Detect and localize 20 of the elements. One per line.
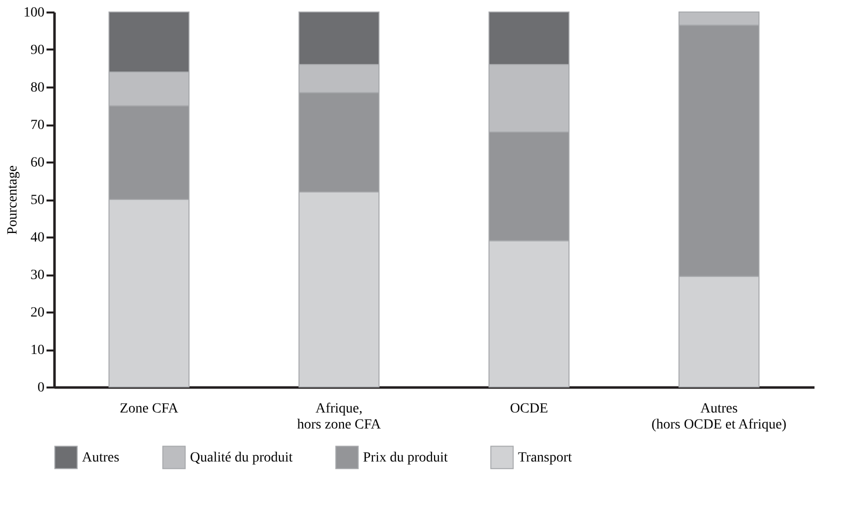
y-tick-label: 30	[30, 268, 44, 283]
x-tick-label: OCDE	[510, 402, 548, 416]
legend-label: Qualité du produit	[190, 450, 293, 466]
x-tick-label: Zone CFA	[120, 402, 180, 416]
y-tick-label: 70	[30, 118, 44, 133]
legend-label: Autres	[82, 450, 120, 466]
y-tick-label: 0	[38, 380, 44, 396]
y-tick-label: 50	[30, 193, 44, 208]
y-tick-label: 60	[30, 156, 44, 170]
y-tick-label: 100	[24, 6, 44, 20]
y-tick-label: 80	[30, 80, 44, 96]
y-tick-label: 40	[30, 230, 44, 246]
y-tick-label: 90	[30, 43, 44, 58]
x-tick-label: Afrique, hors zone CFA	[297, 402, 382, 432]
legend-label: Prix du produit	[363, 450, 448, 466]
legend-label: Transport	[518, 450, 572, 466]
y-tick-label: 10	[30, 343, 44, 358]
y-axis-title: Pourcentage	[6, 165, 20, 235]
y-tick-label: 20	[30, 306, 44, 320]
x-tick-label: Autres (hors OCDE et Afrique)	[652, 402, 787, 432]
